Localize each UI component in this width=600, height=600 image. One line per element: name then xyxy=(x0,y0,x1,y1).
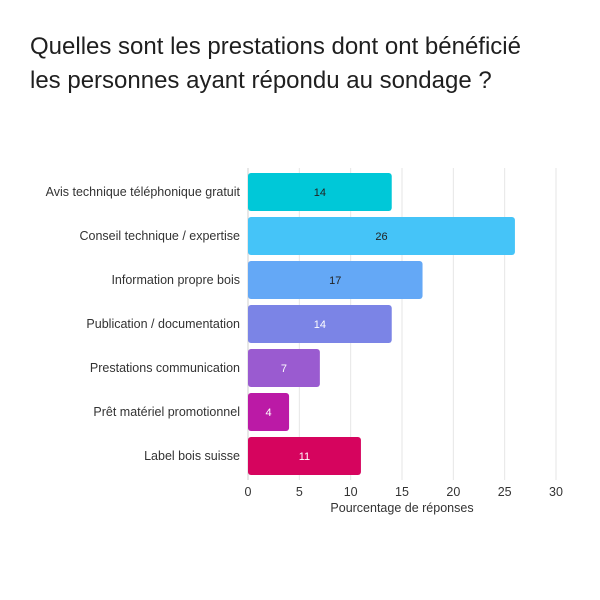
category-label: Prêt matériel promotionnel xyxy=(93,405,240,419)
bars: 14 26 17 14 7 4 11 xyxy=(248,173,515,475)
category-labels: Avis technique téléphonique gratuit Conse… xyxy=(46,185,241,463)
bar-value-label: 14 xyxy=(314,319,326,331)
bar xyxy=(248,437,361,475)
category-label: Conseil technique / expertise xyxy=(79,229,240,243)
bar-value-label: 26 xyxy=(375,231,387,243)
bar-value-label: 14 xyxy=(314,187,326,199)
x-tick-label: 15 xyxy=(395,485,409,499)
x-tick-label: 5 xyxy=(296,485,303,499)
bar-value-label: 11 xyxy=(299,451,310,463)
category-label: Label bois suisse xyxy=(144,449,240,463)
category-label: Information propre bois xyxy=(111,273,240,287)
x-tick-labels: 0 5 10 15 20 25 30 xyxy=(245,485,563,499)
bar-value-label: 7 xyxy=(281,363,287,375)
bar xyxy=(248,217,515,255)
bar-value-label: 4 xyxy=(265,407,271,419)
x-tick-label: 30 xyxy=(549,485,563,499)
bar xyxy=(248,173,392,211)
bar xyxy=(248,393,290,431)
bar xyxy=(248,349,320,387)
x-axis-title: Pourcentage de réponses xyxy=(330,501,473,515)
x-tick-label: 10 xyxy=(344,485,358,499)
category-label: Prestations communication xyxy=(90,361,240,375)
chart-title-line-2: les personnes ayant répondu au sondage ? xyxy=(30,67,492,94)
bar xyxy=(248,261,423,299)
bar-value-label: 17 xyxy=(329,275,341,287)
x-tick-label: 0 xyxy=(245,485,252,499)
x-tick-label: 25 xyxy=(498,485,512,499)
category-label: Avis technique téléphonique gratuit xyxy=(46,185,241,199)
chart-title: Quelles sont les prestations dont ont bé… xyxy=(30,30,580,98)
category-label: Publication / documentation xyxy=(86,317,240,331)
x-tick-label: 20 xyxy=(446,485,460,499)
bar xyxy=(248,305,392,343)
chart-title-line-1: Quelles sont les prestations dont ont bé… xyxy=(30,33,521,60)
